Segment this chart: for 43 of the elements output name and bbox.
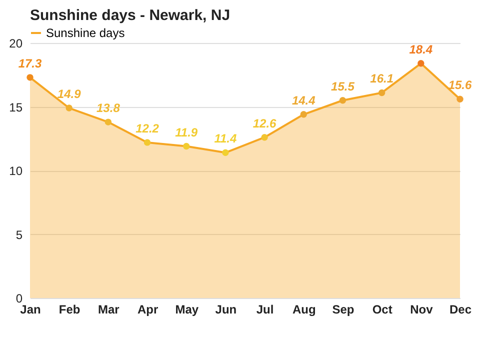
data-label: 13.8 [96, 101, 120, 116]
y-tick-label: 15 [9, 100, 23, 114]
x-tick-label: Aug [292, 302, 316, 316]
y-tick-label: 20 [9, 36, 23, 50]
data-label: 12.6 [252, 116, 277, 130]
x-tick-label: Dec [449, 302, 472, 316]
point [144, 139, 151, 146]
point [378, 89, 386, 96]
data-label: 14.4 [292, 93, 316, 108]
x-tick-label: Oct [372, 302, 392, 316]
point [222, 149, 229, 156]
y-tick-label: 0 [16, 292, 23, 306]
point [418, 60, 424, 67]
data-label: 17.3 [18, 56, 42, 70]
point [26, 74, 34, 81]
data-label: 15.5 [331, 79, 355, 94]
legend-label: Sunshine days [46, 26, 125, 40]
x-tick-label: May [175, 302, 199, 316]
data-label: 18.4 [409, 42, 433, 56]
x-tick-label: Jan [20, 302, 41, 316]
point [183, 142, 190, 150]
x-tick-label: Nov [410, 302, 434, 316]
point [456, 96, 464, 102]
chart-title: Sunshine days - Newark, NJ [30, 7, 230, 24]
point [104, 118, 112, 126]
x-tick-label: Mar [98, 302, 120, 316]
x-tick-label: Sep [332, 302, 354, 316]
y-tick-label: 10 [9, 164, 23, 178]
data-label: 15.6 [448, 78, 472, 92]
data-label: 16.1 [370, 72, 394, 86]
x-tick-label: Jun [215, 302, 237, 316]
data-label: 11.9 [175, 125, 198, 140]
data-label: 11.4 [214, 132, 238, 146]
y-tick-label: 5 [16, 228, 23, 242]
point [300, 111, 307, 118]
point [261, 134, 268, 141]
x-tick-label: Jul [256, 302, 274, 316]
point [339, 97, 346, 104]
point [66, 104, 72, 112]
data-label: 12.2 [136, 121, 160, 136]
data-label: 14.9 [57, 87, 82, 102]
x-tick-label: Feb [58, 302, 80, 316]
x-tick-label: Apr [137, 302, 158, 316]
